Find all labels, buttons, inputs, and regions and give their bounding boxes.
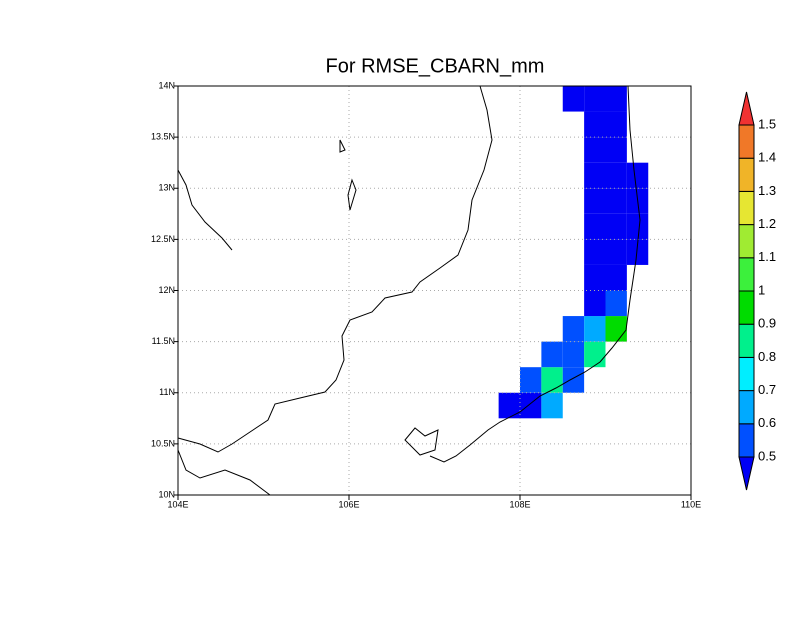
x-tick-label: 110E <box>681 499 701 509</box>
coast-west <box>177 169 233 251</box>
coast-main <box>177 85 493 453</box>
colorbar-segment <box>738 157 755 192</box>
colorbar-label: 0.6 <box>758 415 776 430</box>
colorbar-label: 0.8 <box>758 349 776 364</box>
cell <box>584 264 606 291</box>
cell <box>584 290 606 317</box>
cell <box>626 213 649 240</box>
cell <box>626 239 649 265</box>
cell <box>584 188 606 214</box>
x-tick-label: 108E <box>509 499 530 509</box>
cell <box>605 239 627 265</box>
cell <box>584 111 606 138</box>
y-tick-label: 14N <box>158 80 175 90</box>
cell <box>605 316 627 342</box>
colorbar: 0.5 0.6 0.7 0.8 0.9 1 1.1 1.2 1.3 1.4 1.5 <box>738 91 776 491</box>
colorbar-segment <box>738 190 755 226</box>
y-tick-label: 13.5N <box>151 132 175 142</box>
colorbar-label: 1 <box>758 282 765 297</box>
cell <box>605 264 627 291</box>
cell <box>584 86 606 112</box>
colorbar-segment <box>738 323 755 358</box>
x-tick-label: 106E <box>338 499 359 509</box>
colorbar-segment <box>738 257 755 292</box>
colorbar-segment <box>738 356 755 392</box>
cell <box>541 367 563 393</box>
cell <box>605 188 627 214</box>
cell <box>584 239 606 265</box>
coast-vietnam <box>429 85 641 463</box>
grid <box>178 86 691 495</box>
colorbar-label: 0.7 <box>758 382 776 397</box>
cell <box>584 316 606 342</box>
colorbar-label: 1.1 <box>758 249 776 264</box>
colorbar-segment <box>738 224 755 259</box>
cell <box>605 213 627 240</box>
cell <box>562 316 585 342</box>
cell <box>584 162 606 189</box>
delta <box>404 427 439 456</box>
cell <box>541 392 563 419</box>
cell <box>605 111 627 138</box>
cell <box>520 367 542 393</box>
y-tick-label: 12.5N <box>151 234 175 244</box>
cell <box>541 341 563 368</box>
cell <box>626 162 649 189</box>
colorbar-segment <box>738 390 755 425</box>
chart-title: For RMSE_CBARN_mm <box>326 55 545 77</box>
cell <box>584 341 606 368</box>
cell <box>605 137 627 163</box>
x-tick-label: 104E <box>167 499 188 509</box>
y-tick-label: 10N <box>158 489 175 499</box>
colorbar-label: 0.9 <box>758 316 776 331</box>
cells <box>498 86 649 419</box>
colorbar-label: 1.5 <box>758 116 776 131</box>
colorbar-segment <box>738 124 755 159</box>
cell <box>605 290 627 317</box>
y-tick-label: 12N <box>158 285 175 295</box>
cell <box>605 162 627 189</box>
cell <box>584 137 606 163</box>
colorbar-label: 1.2 <box>758 216 776 231</box>
cell <box>498 392 520 419</box>
cell <box>520 392 542 419</box>
cell <box>562 86 585 112</box>
cell <box>605 86 627 112</box>
coast-south <box>177 449 271 496</box>
colorbar-segment <box>738 423 755 458</box>
island <box>339 139 346 153</box>
colorbar-label: 0.5 <box>758 448 776 463</box>
y-tick-label: 13N <box>158 183 175 193</box>
island <box>347 178 357 211</box>
coastline <box>177 85 641 496</box>
colorbar-segment <box>738 290 755 325</box>
y-tick-label: 11.5N <box>152 336 175 346</box>
colorbar-label: 1.3 <box>758 183 776 198</box>
cell <box>584 213 606 240</box>
y-tick-label: 11N <box>159 387 175 397</box>
axes: 104E 106E 108E 110E 10N 10.5N 11N 11.5N 12N 12.5N… <box>151 80 701 509</box>
colorbar-label: 1.4 <box>758 150 776 165</box>
colorbar-arrow <box>738 456 755 491</box>
cell <box>562 367 585 393</box>
colorbar-arrow <box>738 91 755 126</box>
y-tick-label: 10.5N <box>151 438 175 448</box>
cell <box>562 341 585 368</box>
